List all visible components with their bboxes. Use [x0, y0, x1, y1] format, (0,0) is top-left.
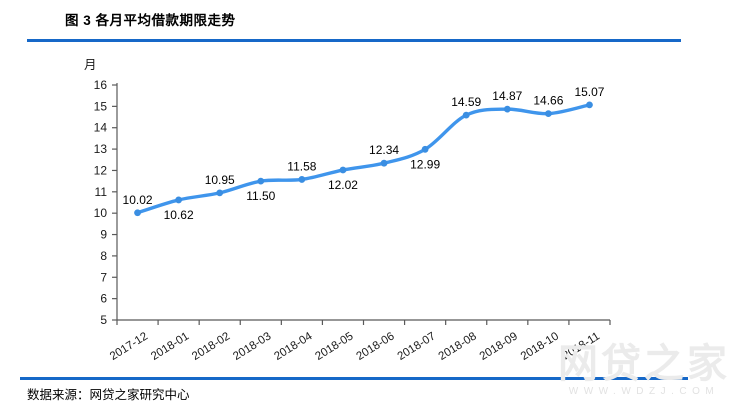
- footer-divider-rule: [20, 377, 688, 380]
- y-axis-unit-label: 月: [84, 58, 97, 72]
- y-axis-tick-label: 11: [95, 185, 108, 199]
- x-axis-tick-label: 2018-07: [396, 330, 438, 363]
- y-axis-tick-label: 6: [100, 292, 107, 306]
- data-point: [503, 105, 511, 113]
- x-axis-tick-label: 2018-09: [478, 330, 520, 363]
- data-point: [421, 145, 429, 153]
- data-point-label: 10.62: [164, 208, 194, 222]
- y-axis-tick-label: 8: [100, 249, 107, 263]
- y-axis-tick-label: 9: [100, 228, 107, 242]
- data-point-label: 10.02: [123, 193, 153, 207]
- x-axis-tick-label: 2018-10: [519, 330, 561, 363]
- data-point-label: 12.02: [328, 178, 358, 192]
- y-axis-tick-label: 15: [94, 99, 108, 113]
- data-point-label: 15.07: [574, 85, 604, 99]
- figure-title: 图 3 各月平均借款期限走势: [65, 13, 236, 28]
- x-axis-tick-label: 2018-04: [272, 330, 315, 363]
- data-source-note: 数据来源：网贷之家研究中心: [27, 388, 190, 402]
- x-axis-tick-label: 2018-06: [354, 330, 396, 363]
- data-point: [586, 101, 593, 109]
- data-point-label: 14.87: [492, 89, 522, 103]
- y-axis-tick-label: 10: [94, 206, 108, 220]
- data-point-label: 14.59: [451, 95, 481, 109]
- data-point-label: 12.99: [410, 157, 440, 171]
- x-axis-tick-label: 2018-03: [231, 330, 273, 363]
- x-axis-tick-label: 2018-02: [190, 330, 232, 363]
- x-axis-tick-label: 2018-05: [313, 330, 355, 363]
- y-axis-tick-label: 13: [94, 142, 108, 156]
- data-point-label: 14.66: [533, 94, 563, 108]
- x-axis-tick-label: 2018-01: [149, 330, 191, 363]
- data-point-label: 11.58: [287, 159, 316, 173]
- data-point-label: 12.34: [369, 143, 399, 157]
- data-point-label: 11.50: [246, 189, 275, 203]
- data-point: [462, 111, 470, 119]
- x-axis-tick-label: 2018-11: [561, 330, 602, 362]
- y-axis-tick-label: 5: [100, 313, 107, 327]
- data-point: [216, 189, 224, 197]
- data-point: [380, 159, 388, 167]
- data-point: [257, 177, 265, 185]
- data-point: [298, 176, 306, 183]
- data-point-label: 10.95: [205, 173, 235, 187]
- x-axis-tick-label: 2018-08: [437, 330, 479, 363]
- y-axis-tick-label: 7: [100, 270, 107, 284]
- trend-line: [135, 103, 592, 215]
- data-point: [134, 209, 141, 217]
- x-axis-tick-label: 2017-12: [108, 330, 150, 363]
- y-axis-tick-label: 16: [94, 78, 108, 92]
- data-point: [175, 196, 183, 204]
- title-divider-rule: [27, 39, 681, 42]
- data-point: [339, 166, 347, 174]
- data-point: [544, 110, 552, 118]
- y-axis-tick-label: 12: [94, 163, 108, 177]
- y-axis-tick-label: 14: [94, 121, 108, 135]
